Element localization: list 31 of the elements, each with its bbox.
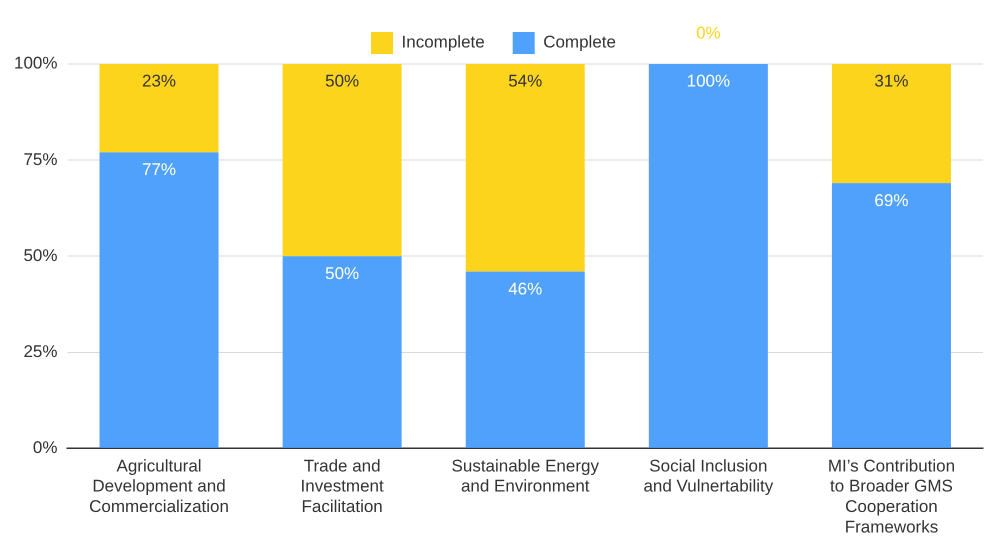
data-label: 23% xyxy=(142,72,176,91)
bar xyxy=(466,64,585,272)
x-tick-label: MI’s Contribution to Broader GMS Cooperation Frameworks xyxy=(828,456,956,536)
data-label: 0% xyxy=(696,24,721,43)
bar xyxy=(282,64,402,256)
data-label: 54% xyxy=(508,72,542,91)
y-tick-label: 0% xyxy=(32,438,58,458)
y-tick-label: 50% xyxy=(23,246,58,265)
data-label: 50% xyxy=(325,264,360,283)
x-tick-label: Trade and Investment Facilitation xyxy=(300,456,384,516)
x-tick-label: Sustainable Energy and Environment xyxy=(452,456,600,496)
y-tick-label: 25% xyxy=(23,342,58,361)
x-tick-label: Agricultural Development and Commercialization xyxy=(89,456,229,516)
bar xyxy=(832,183,951,448)
y-tick-label: 100% xyxy=(14,54,58,73)
data-label: 46% xyxy=(508,279,542,298)
data-label: 77% xyxy=(142,160,176,180)
bar xyxy=(832,64,951,184)
y-tick-label: 75% xyxy=(23,150,58,169)
x-tick-label: Social Inclusion and Vulnertability xyxy=(643,456,774,496)
data-label: 69% xyxy=(874,190,908,210)
data-label: 50% xyxy=(325,72,360,91)
bar xyxy=(466,272,585,448)
legend-label: Complete xyxy=(543,32,616,52)
bar xyxy=(100,152,219,448)
bar xyxy=(100,64,219,152)
legend-label: Incomplete xyxy=(402,32,485,52)
data-label: 100% xyxy=(686,72,730,91)
data-label: 31% xyxy=(874,72,908,91)
bar xyxy=(282,256,402,448)
bar xyxy=(648,64,768,448)
